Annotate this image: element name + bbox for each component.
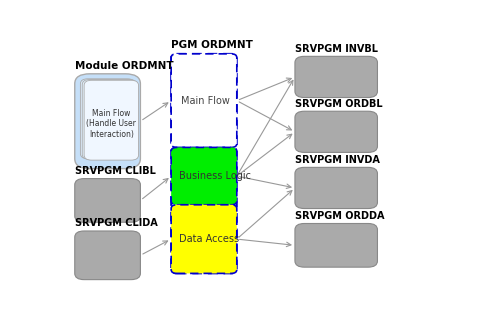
- FancyBboxPatch shape: [80, 79, 135, 159]
- Text: Main Flow
(Handle User
Interaction): Main Flow (Handle User Interaction): [86, 109, 136, 139]
- Text: SRVPGM ORDDA: SRVPGM ORDDA: [295, 211, 384, 221]
- Text: SRVPGM CLIDA: SRVPGM CLIDA: [75, 218, 157, 228]
- FancyBboxPatch shape: [82, 80, 136, 159]
- Text: SRVPGM INVBL: SRVPGM INVBL: [295, 44, 378, 54]
- Text: PGM ORDMNT: PGM ORDMNT: [171, 40, 253, 50]
- Text: Business Logic: Business Logic: [179, 171, 251, 181]
- FancyBboxPatch shape: [295, 224, 378, 267]
- FancyBboxPatch shape: [171, 147, 237, 205]
- Text: SRVPGM INVDA: SRVPGM INVDA: [295, 155, 380, 165]
- Text: SRVPGM ORDBL: SRVPGM ORDBL: [295, 99, 382, 109]
- FancyBboxPatch shape: [171, 54, 237, 147]
- FancyBboxPatch shape: [171, 205, 237, 273]
- FancyBboxPatch shape: [295, 168, 378, 209]
- Text: Data Access: Data Access: [179, 234, 239, 244]
- FancyBboxPatch shape: [295, 56, 378, 98]
- FancyBboxPatch shape: [75, 74, 140, 168]
- FancyBboxPatch shape: [84, 80, 138, 160]
- Text: SRVPGM CLIBL: SRVPGM CLIBL: [75, 166, 156, 176]
- Text: Main Flow: Main Flow: [181, 96, 229, 106]
- Text: Module ORDMNT: Module ORDMNT: [75, 61, 173, 71]
- FancyBboxPatch shape: [75, 231, 140, 280]
- FancyBboxPatch shape: [295, 111, 378, 152]
- FancyBboxPatch shape: [75, 179, 140, 222]
